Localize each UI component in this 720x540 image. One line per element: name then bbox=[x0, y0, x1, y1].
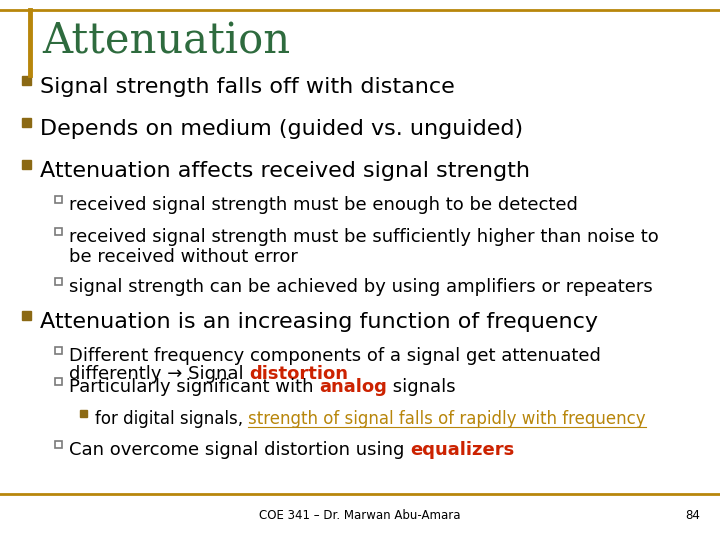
Text: Particularly significant with: Particularly significant with bbox=[69, 378, 319, 396]
Text: Different frequency components of a signal get attenuated: Different frequency components of a sign… bbox=[69, 347, 601, 365]
Bar bbox=[22, 76, 31, 84]
Bar bbox=[55, 377, 62, 384]
Text: distortion: distortion bbox=[249, 365, 348, 383]
Text: analog: analog bbox=[319, 378, 387, 396]
Bar bbox=[55, 347, 62, 354]
Text: 84: 84 bbox=[685, 509, 700, 522]
Text: received signal strength must be sufficiently higher than noise to: received signal strength must be suffici… bbox=[69, 228, 659, 246]
Text: signal strength can be achieved by using amplifiers or repeaters: signal strength can be achieved by using… bbox=[69, 278, 653, 296]
Text: for digital signals,: for digital signals, bbox=[95, 410, 248, 428]
Text: Can overcome signal distortion using: Can overcome signal distortion using bbox=[69, 441, 410, 459]
Text: Attenuation: Attenuation bbox=[42, 20, 290, 62]
Bar bbox=[22, 118, 31, 126]
Bar bbox=[55, 441, 62, 448]
Bar bbox=[22, 159, 31, 168]
Text: Attenuation is an increasing function of frequency: Attenuation is an increasing function of… bbox=[40, 312, 598, 332]
Text: equalizers: equalizers bbox=[410, 441, 514, 459]
Text: Depends on medium (guided vs. unguided): Depends on medium (guided vs. unguided) bbox=[40, 119, 523, 139]
Text: strength of signal falls of rapidly with frequency: strength of signal falls of rapidly with… bbox=[248, 410, 646, 428]
Text: signals: signals bbox=[387, 378, 456, 396]
Bar bbox=[80, 409, 87, 416]
Text: differently → Signal: differently → Signal bbox=[69, 365, 249, 383]
Text: COE 341 – Dr. Marwan Abu-Amara: COE 341 – Dr. Marwan Abu-Amara bbox=[259, 509, 461, 522]
Bar bbox=[55, 195, 62, 202]
Text: Signal strength falls off with distance: Signal strength falls off with distance bbox=[40, 77, 455, 97]
Text: received signal strength must be enough to be detected: received signal strength must be enough … bbox=[69, 196, 578, 214]
Bar bbox=[55, 278, 62, 285]
Bar bbox=[55, 227, 62, 234]
Bar bbox=[22, 310, 31, 320]
Text: be received without error: be received without error bbox=[69, 248, 298, 266]
Text: Attenuation affects received signal strength: Attenuation affects received signal stre… bbox=[40, 161, 530, 181]
Text: strength of signal falls of rapidly with frequency: strength of signal falls of rapidly with… bbox=[248, 410, 646, 428]
